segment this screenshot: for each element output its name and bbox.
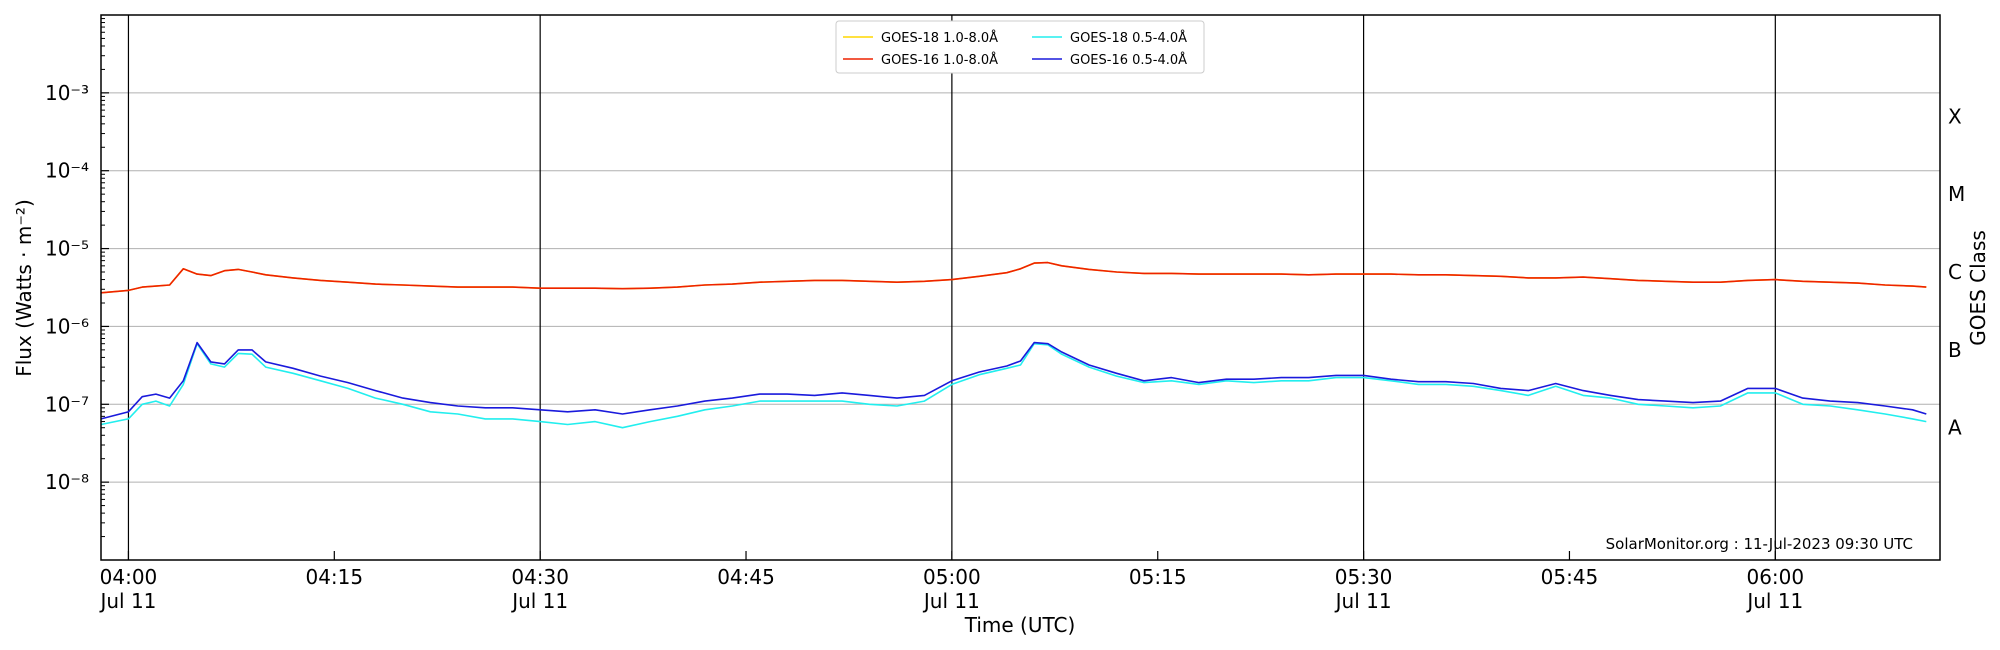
x-tick-label-8: 06:00: [1746, 565, 1804, 589]
legend-box: [835, 20, 1205, 74]
goes-class-label-c: C: [1948, 260, 1962, 284]
legend-label-0-1: GOES-16 1.0-8.0Å: [881, 52, 998, 68]
grid-layer: [101, 92, 1940, 483]
x-tick-label-0: 04:00: [100, 565, 158, 589]
legend-label-1-0: GOES-18 0.5-4.0Å: [1070, 30, 1187, 46]
x-tick-date-0: Jul 11: [98, 589, 156, 613]
x-tick-date-4: Jul 11: [922, 589, 980, 613]
goes-class-label-m: M: [1948, 182, 1965, 206]
series-line-1: [100, 261, 1927, 294]
goes-class-label-a: A: [1948, 416, 1962, 440]
x-tick-label-7: 05:45: [1541, 565, 1599, 589]
plot-frame: [100, 14, 1941, 561]
goes-class-label-b: B: [1948, 338, 1962, 362]
vertical-lines-layer: [127, 15, 1776, 560]
x-tick-label-3: 04:45: [717, 565, 775, 589]
x-tick-date-6: Jul 11: [1334, 589, 1392, 613]
x-tick-label-4: 05:00: [923, 565, 981, 589]
y-tick-label-4: 10⁻⁴: [45, 159, 89, 183]
y-axis-title: Flux (Watts · m⁻²): [12, 199, 36, 377]
x-tick-label-2: 04:30: [511, 565, 569, 589]
legend-label-0-0: GOES-18 1.0-8.0Å: [881, 30, 998, 46]
series-line-2: [100, 342, 1927, 429]
right-axis-title: GOES Class: [1966, 230, 1990, 346]
x-tick-label-1: 04:15: [305, 565, 363, 589]
y-tick-label-0: 10⁻⁸: [45, 470, 89, 494]
series-line-3: [100, 341, 1927, 420]
x-tick-date-8: Jul 11: [1745, 589, 1803, 613]
source-annotation: SolarMonitor.org : 11-Jul-2023 09:30 UTC: [1606, 535, 1913, 553]
legend: GOES-18 1.0-8.0Å GOES-16 1.0-8.0Å GOES-18 …: [835, 20, 1205, 74]
y-axis-ticks: 10⁻⁸ 10⁻⁷ 10⁻⁶ 10⁻⁵ 10⁻⁴ 10⁻³: [45, 18, 109, 538]
y-tick-label-2: 10⁻⁶: [45, 314, 89, 338]
x-tick-date-2: Jul 11: [510, 589, 568, 613]
goes-class-labels: A B C M X: [1948, 104, 1965, 439]
x-axis-title: Time (UTC): [964, 613, 1076, 637]
y-tick-label-1: 10⁻⁷: [45, 392, 89, 416]
y-tick-label-3: 10⁻⁵: [45, 237, 89, 261]
goes-class-label-x: X: [1948, 104, 1962, 128]
x-tick-label-6: 05:30: [1335, 565, 1393, 589]
x-tick-label-5: 05:15: [1129, 565, 1187, 589]
series-layer: [100, 261, 1927, 429]
legend-label-1-1: GOES-16 0.5-4.0Å: [1070, 52, 1187, 68]
y-tick-label-5: 10⁻³: [45, 81, 89, 105]
